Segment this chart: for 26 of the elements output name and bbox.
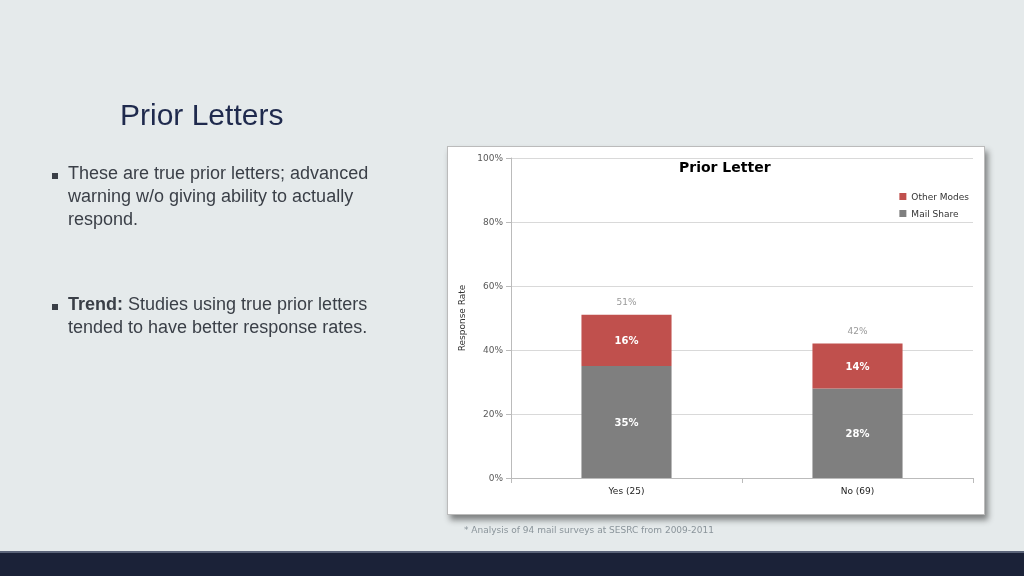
text: These are true prior letters; advanced warning w/o giving ability to actually respond. <box>68 162 370 231</box>
y-tick-label: 20% <box>482 409 504 419</box>
x-tick-label: Yes (25) <box>607 485 645 496</box>
bar <box>581 314 672 366</box>
bar <box>581 366 672 478</box>
x-tick-label: No (69) <box>840 485 875 496</box>
bar <box>812 388 903 478</box>
data-label: 35% <box>614 416 639 428</box>
data-label: 14% <box>845 360 870 372</box>
y-tick-label: 40% <box>482 345 504 355</box>
y-tick-label: 0% <box>488 473 504 483</box>
y-tick-label: 60% <box>482 281 504 291</box>
legend-label: Other Modes <box>911 191 970 202</box>
bar <box>812 343 903 389</box>
legend-label: Mail Share <box>911 208 959 219</box>
y-tick-label: 100% <box>477 153 504 163</box>
y-tick-label: 80% <box>482 217 504 227</box>
text: * Analysis of 94 mail surveys at SESRC from 2009-2011 <box>464 525 714 535</box>
total-label: 42% <box>847 326 868 337</box>
text: Trend: Studies using true prior letters tended to have better response rates. <box>68 293 369 339</box>
chart-subtitle: Prior Letter <box>679 159 771 175</box>
data-label: 28% <box>845 427 870 439</box>
data-label: 16% <box>614 334 639 346</box>
text: Prior Letters <box>120 98 284 132</box>
total-label: 51% <box>616 297 637 308</box>
y-axis-title: Response Rate <box>456 284 467 352</box>
